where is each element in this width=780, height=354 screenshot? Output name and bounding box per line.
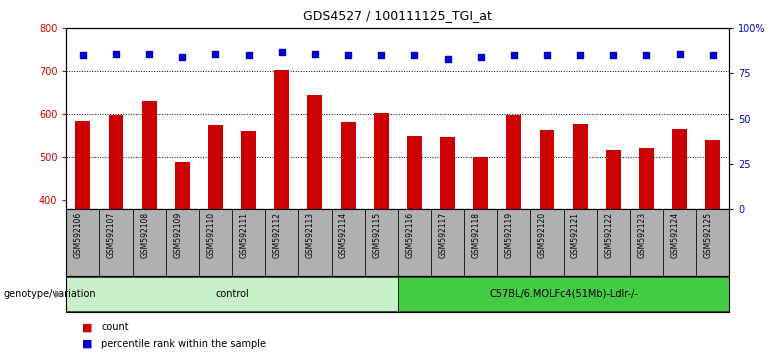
Point bbox=[110, 51, 122, 56]
Bar bbox=[473, 157, 488, 209]
Bar bbox=[431, 209, 464, 276]
Text: GSM592121: GSM592121 bbox=[571, 212, 580, 258]
Bar bbox=[563, 209, 597, 276]
Bar bbox=[498, 209, 530, 276]
Text: ■: ■ bbox=[82, 322, 92, 332]
Bar bbox=[672, 129, 687, 209]
Text: GSM592125: GSM592125 bbox=[704, 212, 713, 258]
Point bbox=[275, 49, 288, 55]
Text: GSM592122: GSM592122 bbox=[604, 212, 613, 258]
Text: GSM592114: GSM592114 bbox=[339, 212, 348, 258]
Bar bbox=[265, 209, 298, 276]
Text: GDS4527 / 100111125_TGI_at: GDS4527 / 100111125_TGI_at bbox=[303, 9, 492, 22]
Bar bbox=[398, 277, 729, 311]
Bar bbox=[364, 209, 398, 276]
Bar bbox=[298, 209, 331, 276]
Text: GSM592117: GSM592117 bbox=[438, 212, 448, 258]
Bar bbox=[199, 209, 232, 276]
Point bbox=[707, 53, 719, 58]
Bar bbox=[606, 150, 621, 209]
Text: control: control bbox=[215, 289, 249, 299]
Bar bbox=[142, 101, 157, 209]
Text: ▶: ▶ bbox=[55, 289, 62, 299]
Text: count: count bbox=[101, 322, 129, 332]
Point bbox=[143, 51, 155, 56]
Bar bbox=[66, 277, 398, 311]
Text: GSM592107: GSM592107 bbox=[107, 212, 116, 258]
Bar bbox=[398, 209, 431, 276]
Text: GSM592113: GSM592113 bbox=[306, 212, 315, 258]
Text: GSM592115: GSM592115 bbox=[372, 212, 381, 258]
Bar bbox=[573, 124, 587, 209]
Text: GSM592112: GSM592112 bbox=[273, 212, 282, 258]
Bar bbox=[208, 125, 223, 209]
Bar bbox=[108, 115, 123, 209]
Text: GSM592124: GSM592124 bbox=[671, 212, 679, 258]
Bar bbox=[341, 122, 356, 209]
Point bbox=[607, 53, 619, 58]
Text: GSM592120: GSM592120 bbox=[538, 212, 547, 258]
Bar bbox=[307, 95, 322, 209]
Point bbox=[209, 51, 222, 56]
Text: GSM592116: GSM592116 bbox=[406, 212, 414, 258]
Bar bbox=[407, 136, 422, 209]
Text: GSM592106: GSM592106 bbox=[74, 212, 83, 258]
Point bbox=[76, 53, 89, 58]
Bar bbox=[175, 161, 190, 209]
Bar bbox=[705, 140, 720, 209]
Bar bbox=[464, 209, 498, 276]
Bar bbox=[630, 209, 663, 276]
Text: GSM592111: GSM592111 bbox=[239, 212, 249, 258]
Point bbox=[309, 51, 321, 56]
Point bbox=[640, 53, 653, 58]
Text: GSM592119: GSM592119 bbox=[505, 212, 514, 258]
Bar bbox=[506, 115, 521, 209]
Bar bbox=[663, 209, 696, 276]
Bar bbox=[597, 209, 629, 276]
Point bbox=[673, 51, 686, 56]
Point bbox=[574, 53, 587, 58]
Bar bbox=[332, 209, 364, 276]
Point bbox=[176, 55, 189, 60]
Text: GSM592123: GSM592123 bbox=[637, 212, 647, 258]
Point bbox=[342, 53, 354, 58]
Text: genotype/variation: genotype/variation bbox=[4, 289, 97, 299]
Bar bbox=[241, 131, 256, 209]
Bar bbox=[165, 209, 199, 276]
Bar bbox=[275, 70, 289, 209]
Point bbox=[474, 55, 487, 60]
Point bbox=[541, 53, 553, 58]
Text: percentile rank within the sample: percentile rank within the sample bbox=[101, 339, 267, 349]
Bar bbox=[66, 209, 100, 276]
Bar bbox=[639, 148, 654, 209]
Bar bbox=[540, 130, 555, 209]
Point bbox=[408, 53, 420, 58]
Text: GSM592118: GSM592118 bbox=[472, 212, 480, 258]
Text: C57BL/6.MOLFc4(51Mb)-Ldlr-/-: C57BL/6.MOLFc4(51Mb)-Ldlr-/- bbox=[489, 289, 638, 299]
Bar bbox=[100, 209, 133, 276]
Bar bbox=[133, 209, 166, 276]
Bar bbox=[440, 137, 455, 209]
Point bbox=[375, 53, 388, 58]
Point bbox=[441, 56, 454, 62]
Bar bbox=[374, 113, 388, 209]
Bar bbox=[530, 209, 563, 276]
Text: GSM592110: GSM592110 bbox=[207, 212, 215, 258]
Point bbox=[508, 53, 520, 58]
Bar bbox=[696, 209, 729, 276]
Text: GSM592108: GSM592108 bbox=[140, 212, 149, 258]
Bar bbox=[76, 121, 90, 209]
Bar bbox=[232, 209, 265, 276]
Text: ■: ■ bbox=[82, 339, 92, 349]
Text: GSM592109: GSM592109 bbox=[173, 212, 183, 258]
Point bbox=[243, 53, 255, 58]
